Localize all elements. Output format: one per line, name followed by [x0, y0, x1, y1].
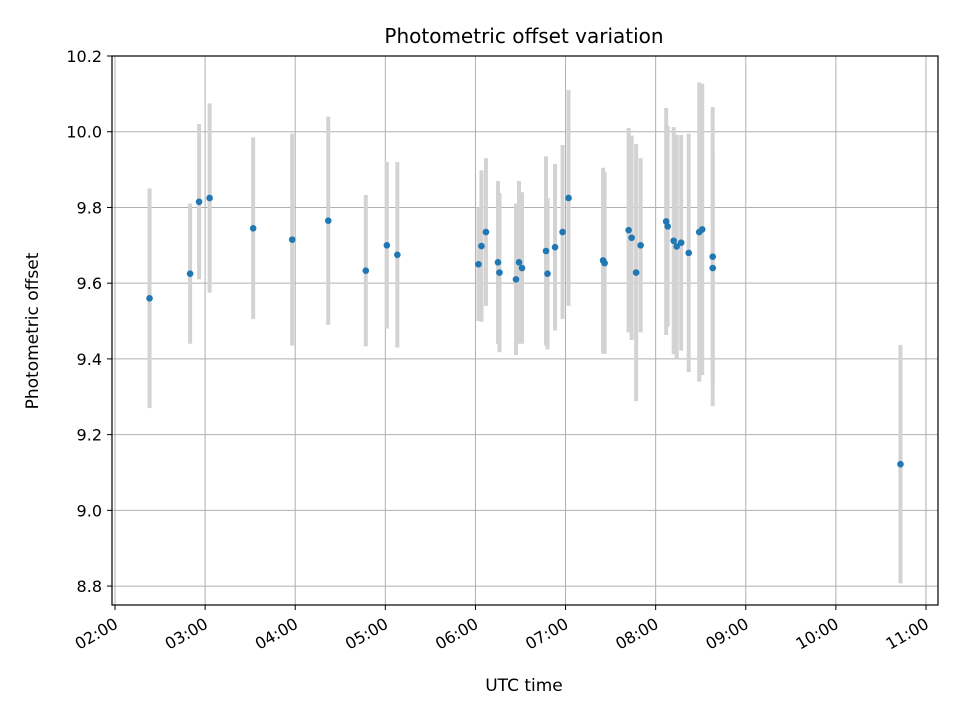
data-point: [601, 259, 608, 267]
data-point: [709, 253, 717, 260]
x-tick-label: 05:00: [342, 614, 391, 654]
data-point: [664, 223, 671, 230]
data-point: [632, 269, 640, 276]
data-point: [475, 260, 482, 268]
data-point: [146, 295, 153, 302]
y-tick-label: 9.0: [77, 501, 102, 520]
data-point: [698, 226, 706, 233]
data-point: [637, 242, 644, 249]
x-tick-label: 04:00: [252, 614, 301, 654]
y-tick-label: 10.0: [66, 123, 102, 142]
data-point: [206, 194, 213, 202]
x-tick-label: 09:00: [702, 614, 751, 654]
y-axis-label: Photometric offset: [23, 252, 43, 409]
y-tick-label: 9.8: [77, 198, 102, 217]
data-point: [544, 270, 551, 278]
data-point: [673, 243, 680, 250]
chart-title: Photometric offset variation: [384, 24, 663, 48]
x-axis-ticks: 02:00 03:00 04:00 05:00 06:00 07:00 08:00 09:00…: [72, 605, 932, 654]
data-point: [515, 259, 523, 266]
data-point: [625, 226, 632, 234]
data-point: [394, 251, 401, 259]
x-tick-label: 06:00: [432, 614, 481, 654]
y-tick-label: 9.6: [77, 274, 102, 293]
data-point: [249, 224, 257, 232]
error-bars: [147, 82, 903, 584]
y-tick-label: 9.2: [77, 426, 102, 445]
grid: [112, 55, 938, 605]
x-tick-label: 10:00: [792, 614, 841, 654]
data-point: [324, 217, 332, 224]
data-point: [551, 243, 559, 251]
data-point: [677, 239, 685, 246]
x-tick-label: 08:00: [612, 614, 661, 654]
data-points: [146, 194, 904, 468]
y-tick-label: 8.8: [77, 577, 102, 596]
y-tick-label: 10.2: [66, 47, 102, 66]
data-point: [362, 267, 370, 274]
data-point: [559, 228, 566, 236]
plot-frame: [111, 55, 939, 606]
data-point: [512, 276, 520, 283]
data-point: [186, 270, 194, 278]
data-point: [518, 264, 526, 272]
data-point: [383, 242, 391, 249]
x-axis-label: UTC time: [485, 676, 563, 696]
data-point: [288, 236, 296, 243]
data-point: [478, 242, 485, 250]
data-point: [565, 194, 572, 202]
data-point: [709, 264, 717, 272]
data-point: [897, 460, 904, 468]
x-tick-label: 07:00: [522, 614, 571, 654]
data-point: [670, 237, 677, 245]
x-tick-label: 11:00: [883, 614, 932, 654]
y-axis-ticks: 8.8 9.0 9.2 9.4 9.6 9.8 10.0 10.2: [66, 47, 112, 596]
data-point: [482, 228, 490, 236]
data-point: [628, 234, 635, 242]
data-point: [195, 198, 203, 206]
x-tick-label: 03:00: [162, 614, 211, 654]
data-point: [494, 259, 502, 266]
data-point: [685, 249, 692, 257]
y-tick-label: 9.4: [77, 350, 102, 369]
data-point: [542, 247, 550, 255]
data-point: [496, 269, 503, 276]
x-tick-label: 02:00: [72, 614, 121, 654]
